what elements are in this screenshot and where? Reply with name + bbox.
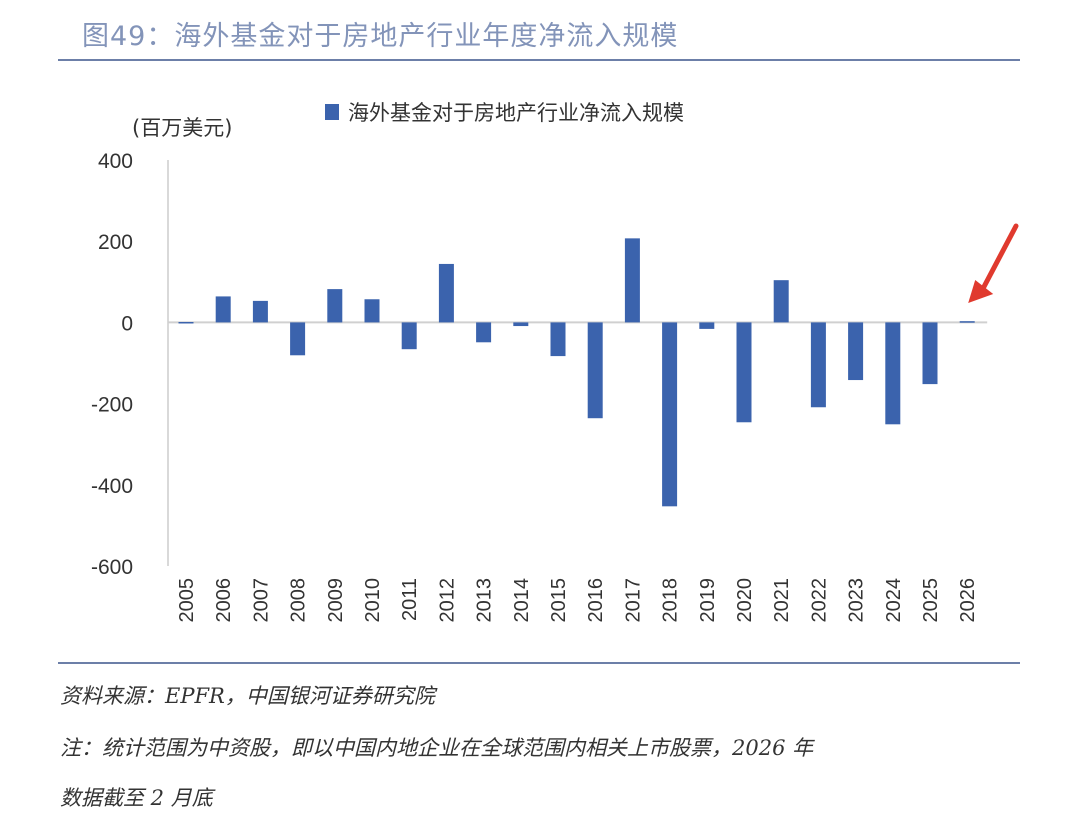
x-tick-label: 2007 xyxy=(250,578,272,623)
bar-2008 xyxy=(290,322,306,356)
figure-title: 图49：海外基金对于房地产行业年度净流入规模 xyxy=(82,21,679,52)
bar-2021 xyxy=(773,280,789,323)
bar-2017 xyxy=(624,238,640,323)
x-tick-label: 2022 xyxy=(808,578,830,623)
x-tick-label: 2011 xyxy=(399,578,421,621)
bar-2015 xyxy=(550,322,566,357)
y-tick-label: -400 xyxy=(91,475,133,498)
x-tick-label: 2025 xyxy=(920,578,942,623)
x-tick-label: 2005 xyxy=(176,578,198,623)
legend-swatch xyxy=(325,104,339,120)
x-tick-label: 2026 xyxy=(957,578,979,623)
bar-chart: 400 200 0 -200 -400 -600 (百万美元) 2005 2006 2007 200… xyxy=(91,101,1019,623)
bar-2010 xyxy=(364,299,380,323)
bar-2019 xyxy=(699,322,715,329)
bar-2005 xyxy=(178,321,194,324)
x-tick-label: 2021 xyxy=(771,578,793,623)
arrow-annotation-shaft xyxy=(978,223,1019,295)
note-text: 注：统计范围为中资股，即以中国内地企业在全球范围内相关上市股票，2026 年 xyxy=(60,736,814,760)
bar-2016 xyxy=(587,322,603,419)
y-tick-label: 200 xyxy=(98,231,133,254)
x-tick-label: 2020 xyxy=(734,578,756,623)
x-tick-label: 2023 xyxy=(846,578,868,623)
title-divider xyxy=(58,59,1020,61)
x-tick-label: 2010 xyxy=(362,578,384,623)
x-tick-label: 2006 xyxy=(213,578,235,623)
x-tick-label: 2018 xyxy=(660,578,682,623)
x-tick-label: 2015 xyxy=(548,578,570,623)
x-tick-label: 2016 xyxy=(585,578,607,623)
bar-2022 xyxy=(810,322,826,408)
x-tick-label: 2009 xyxy=(325,578,347,623)
y-tick-label: 0 xyxy=(121,312,133,335)
bar-2013 xyxy=(476,322,492,343)
arrow-annotation-head xyxy=(968,280,994,303)
bar-2009 xyxy=(327,289,343,323)
y-axis-unit-label: (百万美元) xyxy=(132,116,232,140)
bar-2025 xyxy=(922,322,938,385)
bar-2020 xyxy=(736,322,752,423)
x-tick-label: 2024 xyxy=(883,578,905,623)
note-text-continued: 数据截至 2 月底 xyxy=(60,786,213,810)
x-tick-label: 2013 xyxy=(474,578,496,623)
y-tick-label: -600 xyxy=(91,556,133,579)
bar-2011 xyxy=(401,322,417,350)
bar-2014 xyxy=(513,322,529,327)
x-tick-label: 2017 xyxy=(622,578,644,623)
footer-divider xyxy=(58,662,1020,664)
bar-2018 xyxy=(662,322,678,507)
y-tick-label: -200 xyxy=(91,394,133,417)
bar-2006 xyxy=(215,296,231,323)
bar-2012 xyxy=(438,263,454,323)
legend-label: 海外基金对于房地产行业净流入规模 xyxy=(348,101,684,125)
bar-2026 xyxy=(959,321,975,323)
bar-2024 xyxy=(885,322,901,425)
y-tick-label: 400 xyxy=(98,150,133,173)
x-tick-label: 2008 xyxy=(288,578,310,623)
source-text: 资料来源：EPFR，中国银河证券研究院 xyxy=(60,684,435,708)
bar-2007 xyxy=(252,300,268,323)
bar-2023 xyxy=(848,322,864,381)
x-tick-label: 2012 xyxy=(436,578,458,623)
x-tick-label: 2014 xyxy=(511,578,533,623)
x-tick-label: 2019 xyxy=(697,578,719,623)
